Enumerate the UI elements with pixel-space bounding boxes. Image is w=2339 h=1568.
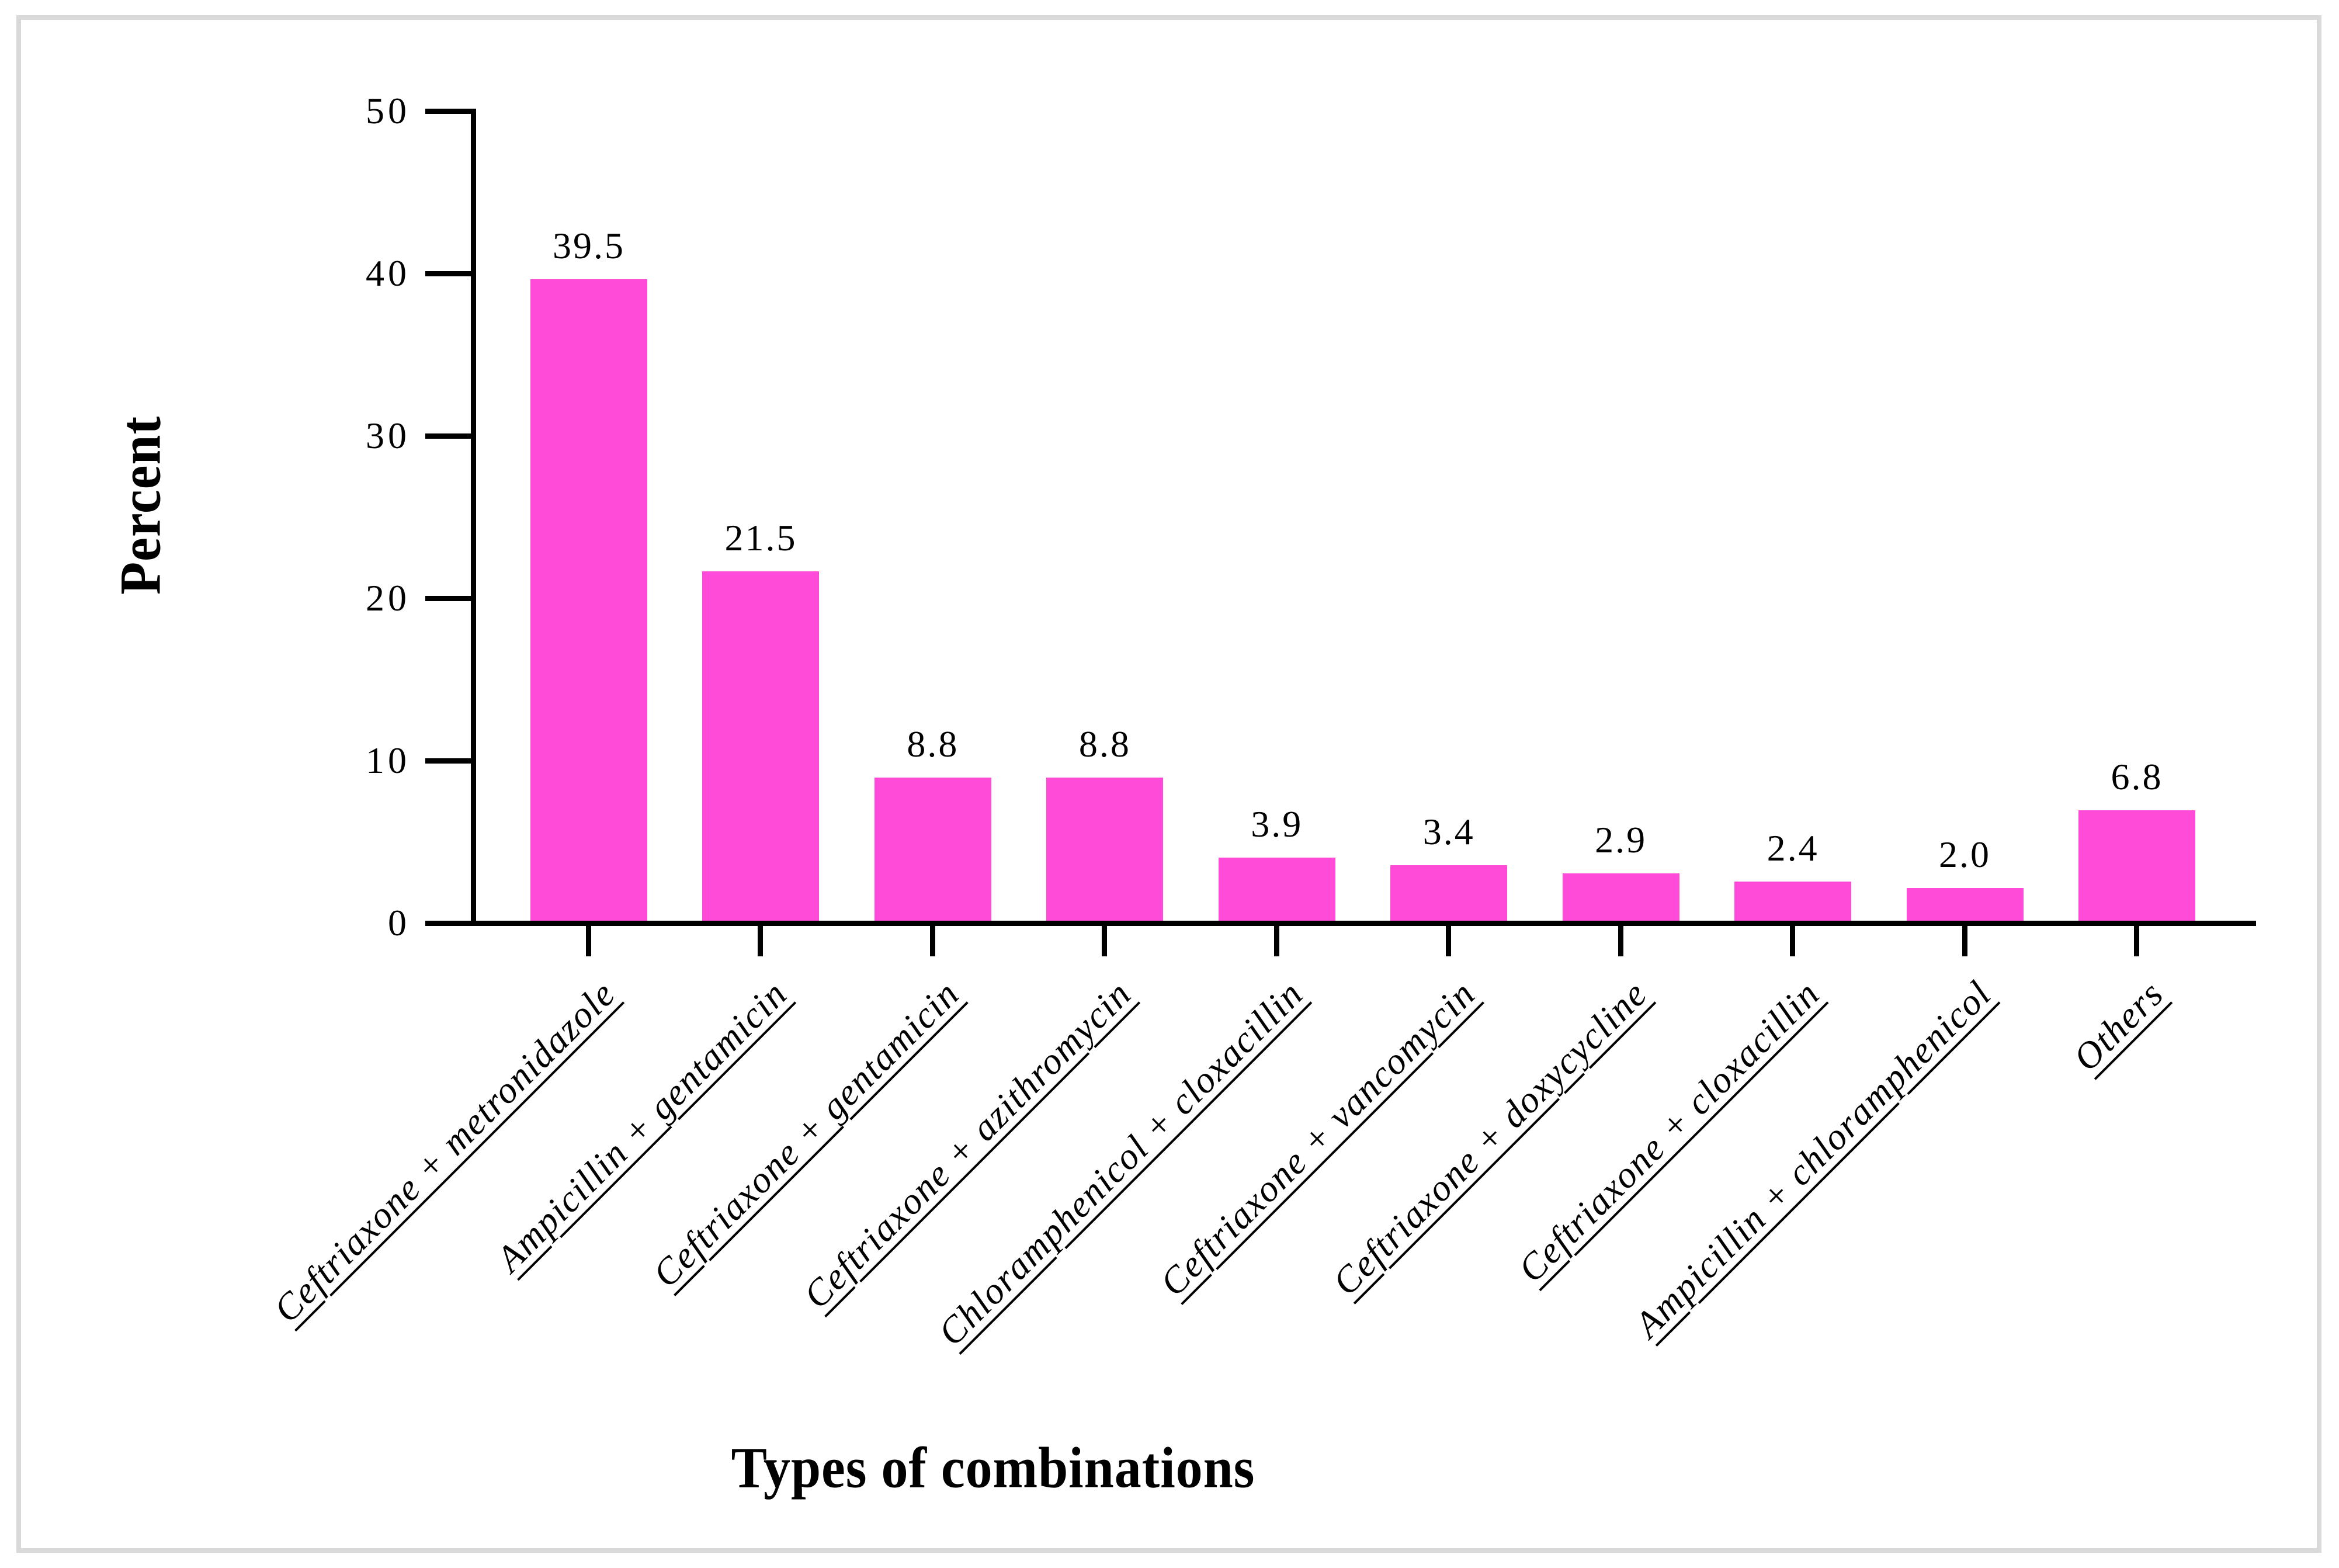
bar-group: 8.8 Ceftriaxone + gentamicin bbox=[645, 110, 991, 1295]
bar-value-label: 8.8 bbox=[1078, 723, 1131, 765]
y-tick bbox=[425, 271, 473, 276]
bar bbox=[874, 778, 991, 921]
y-tick-label: 30 bbox=[366, 415, 410, 456]
y-tick bbox=[425, 758, 473, 764]
y-tick bbox=[425, 596, 473, 601]
bar-group: 21.5 Ampicillin + gentamicin bbox=[488, 110, 820, 1279]
bar-value-label: 8.8 bbox=[907, 723, 959, 765]
bar bbox=[702, 571, 820, 921]
bar-value-label: 2.4 bbox=[1767, 827, 1819, 869]
x-axis-tick bbox=[1618, 926, 1623, 956]
bar-value-label: 21.5 bbox=[724, 517, 797, 559]
bar-group: 3.9 Chloramphenicol + cloxacillin bbox=[931, 110, 1335, 1354]
bar-value-label: 3.9 bbox=[1251, 803, 1303, 845]
bar-group: 2.0 Ampicillin + chloramphenicol bbox=[1626, 110, 2024, 1345]
bar bbox=[1906, 888, 2024, 921]
bar bbox=[1390, 865, 1508, 921]
x-axis-tick bbox=[758, 926, 764, 956]
y-tick-label: 0 bbox=[388, 902, 410, 943]
y-tick-label: 50 bbox=[366, 90, 410, 131]
bar-group: 8.8 Ceftriaxone + azithromycin bbox=[796, 110, 1164, 1316]
bar bbox=[1734, 882, 1852, 921]
x-axis-tick bbox=[1102, 926, 1108, 956]
bar bbox=[1562, 873, 1679, 921]
bar bbox=[1046, 778, 1164, 921]
x-axis-line bbox=[425, 921, 2256, 926]
x-axis-tick bbox=[1273, 926, 1279, 956]
bar-group: 39.5 Ceftriaxone + metronidazole bbox=[265, 110, 647, 1330]
bar bbox=[1218, 857, 1335, 921]
bar-value-label: 2.9 bbox=[1595, 819, 1647, 861]
bar-group: 2.4 Ceftriaxone + cloxacillin bbox=[1510, 110, 1852, 1290]
y-tick-label: 10 bbox=[366, 740, 410, 781]
x-axis-tick bbox=[929, 926, 935, 956]
bar-group: 2.9 Ceftriaxone + doxycycline bbox=[1325, 110, 1679, 1303]
bar-group: 6.8 Others bbox=[2065, 110, 2195, 1079]
y-tick-label: 20 bbox=[366, 577, 410, 619]
y-axis-line bbox=[471, 109, 476, 926]
bar-value-label: 2.0 bbox=[1939, 834, 1991, 876]
bar-group: 3.4 Ceftriaxone + vancomycin bbox=[1152, 110, 1508, 1304]
bar bbox=[2078, 810, 2195, 921]
x-axis-title: Types of combinations bbox=[731, 1435, 1255, 1500]
y-tick bbox=[425, 109, 473, 114]
figure-border bbox=[16, 15, 2321, 1553]
bar bbox=[530, 279, 647, 921]
bar-value-label: 6.8 bbox=[2111, 755, 2163, 797]
x-axis-tick bbox=[1790, 926, 1796, 956]
x-axis-tick bbox=[1446, 926, 1452, 956]
y-tick-label: 40 bbox=[366, 252, 410, 294]
x-axis-tick bbox=[2134, 926, 2139, 956]
x-axis-tick bbox=[586, 926, 591, 956]
y-tick bbox=[425, 433, 473, 439]
bar-value-label: 3.4 bbox=[1422, 811, 1475, 853]
bar-value-label: 39.5 bbox=[553, 224, 625, 266]
x-axis-tick bbox=[1962, 926, 1967, 956]
